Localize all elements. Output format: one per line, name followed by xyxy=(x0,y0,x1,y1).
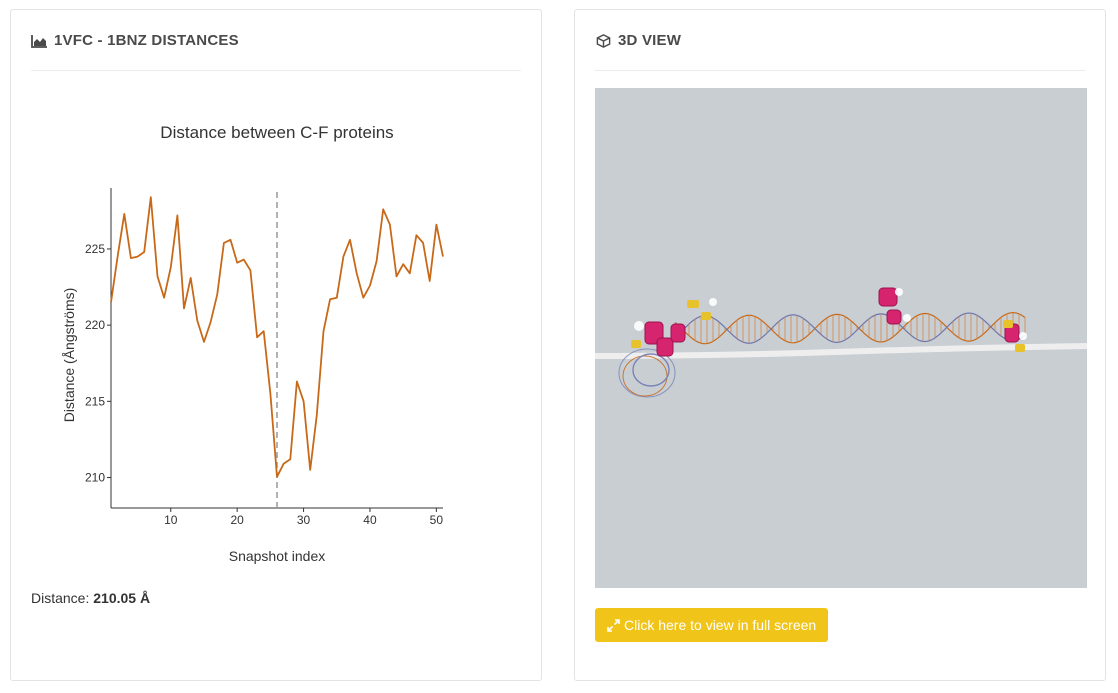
x-tick-label: 50 xyxy=(430,513,444,527)
cube-icon xyxy=(596,34,611,48)
y-tick-label: 225 xyxy=(85,242,105,256)
molecule-render xyxy=(594,287,1088,398)
chart-title: Distance between C-F proteins xyxy=(160,123,393,142)
distance-readout: Distance: 210.05 Å xyxy=(31,590,150,606)
distances-panel: 1VFC - 1BNZ DISTANCES Distance between C… xyxy=(10,9,542,681)
molecule-3d-viewer[interactable] xyxy=(594,88,1088,588)
x-axis-label: Snapshot index xyxy=(229,548,326,564)
y-tick-label: 215 xyxy=(85,394,105,408)
distance-label: Distance: xyxy=(31,590,90,606)
distances-panel-title: 1VFC - 1BNZ DISTANCES xyxy=(54,32,239,49)
3d-view-panel: 3D VIEW xyxy=(574,9,1106,681)
y-tick-label: 210 xyxy=(85,471,105,485)
x-tick-label: 40 xyxy=(363,513,377,527)
distance-value: 210.05 Å xyxy=(93,590,151,606)
x-tick-label: 30 xyxy=(297,513,311,527)
y-tick-label: 220 xyxy=(85,318,105,332)
area-chart-icon xyxy=(31,35,47,48)
x-tick-label: 20 xyxy=(230,513,244,527)
expand-icon xyxy=(607,618,620,632)
distances-panel-header: 1VFC - 1BNZ DISTANCES xyxy=(31,30,521,71)
distance-series-line xyxy=(110,196,444,478)
x-tick-label: 10 xyxy=(164,513,178,527)
3d-view-panel-header: 3D VIEW xyxy=(595,30,1085,71)
dna-strand xyxy=(674,312,1026,344)
distance-chart: Distance between C-F proteins Distance (… xyxy=(61,123,444,564)
fullscreen-button[interactable]: Click here to view in full screen xyxy=(595,608,829,642)
fullscreen-button-label: Click here to view in full screen xyxy=(624,617,817,633)
3d-view-panel-title: 3D VIEW xyxy=(618,32,682,49)
y-axis-label: Distance (Ångströms) xyxy=(61,288,77,423)
dna-strand xyxy=(674,311,1026,345)
